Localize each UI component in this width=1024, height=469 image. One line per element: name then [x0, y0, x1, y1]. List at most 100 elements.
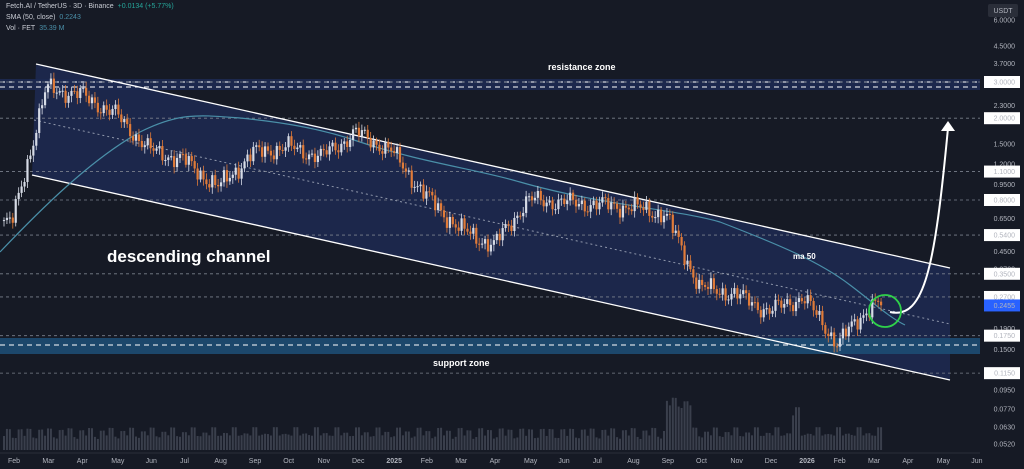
- volume-bar: [337, 427, 340, 450]
- volume-bar: [299, 435, 302, 450]
- volume-bar: [633, 428, 636, 450]
- volume-bar: [654, 428, 657, 450]
- volume-bar: [26, 428, 29, 450]
- time-tick-label: Mar: [42, 458, 55, 465]
- support-zone-band: [0, 338, 980, 354]
- time-tick-label: May: [524, 458, 538, 465]
- candle-body: [874, 299, 877, 301]
- volume-bar: [577, 438, 580, 450]
- volume-bar: [205, 432, 208, 450]
- candle-body: [369, 137, 372, 148]
- candle-body: [838, 338, 842, 347]
- candle-body: [79, 88, 82, 98]
- volume-bar: [528, 429, 531, 450]
- candle-body: [240, 168, 243, 179]
- volume-bar: [369, 436, 372, 450]
- volume-bar: [560, 429, 563, 450]
- candle-body: [131, 136, 135, 141]
- candle-body: [419, 184, 422, 187]
- candle-body: [357, 127, 361, 137]
- volume-bar: [322, 433, 325, 450]
- volume-bar: [736, 427, 739, 450]
- legend-change: +0.0134 (+5.77%): [117, 3, 174, 10]
- candle-body: [316, 155, 319, 163]
- volume-bar: [833, 435, 836, 450]
- time-tick-label: Feb: [834, 458, 846, 465]
- price-tick-label: 0.1750: [994, 333, 1016, 340]
- legend-sma-label: SMA (50, close): [6, 14, 56, 21]
- price-axis[interactable]: 6.0000 4.5000 3.7000 3.0000 2.3000 2.0000 1.50…: [984, 18, 1020, 449]
- candle-body: [117, 104, 120, 115]
- candle-body: [322, 148, 325, 151]
- candle-body: [123, 118, 126, 123]
- volume-bar: [70, 428, 73, 450]
- candle-body: [305, 158, 308, 160]
- volume-bar: [621, 430, 624, 450]
- candle-body: [522, 212, 525, 217]
- volume-bar: [167, 435, 170, 450]
- volume-bar: [715, 427, 718, 450]
- time-tick-label: Jun: [971, 458, 982, 465]
- candle-body: [199, 170, 202, 180]
- volume-bar: [243, 433, 246, 450]
- volume-bar: [463, 435, 466, 450]
- candle-body: [483, 239, 487, 244]
- volume-bar: [604, 429, 607, 450]
- volume-bar: [76, 438, 79, 450]
- candle-body: [454, 224, 457, 228]
- candle-body: [615, 203, 619, 209]
- candle-body: [310, 153, 314, 155]
- volume-bar: [718, 436, 721, 450]
- candle-body: [85, 87, 88, 96]
- price-tick-label: 1.5000: [994, 141, 1016, 148]
- volume-bar: [707, 431, 709, 450]
- volume-bar: [454, 436, 457, 450]
- candle-body: [26, 159, 29, 182]
- volume-bar: [381, 435, 384, 450]
- time-tick-label: Aug: [627, 458, 640, 465]
- candle-body: [709, 278, 713, 289]
- volume-bar: [460, 427, 463, 450]
- candle-body: [445, 217, 449, 228]
- candle-body: [566, 200, 569, 205]
- price-tick-label: 0.0950: [994, 388, 1016, 395]
- channel-upper-line[interactable]: [35, 63, 951, 269]
- volume-bar: [457, 428, 460, 450]
- currency-badge[interactable]: [988, 4, 1018, 17]
- channel-lower-line[interactable]: [31, 174, 951, 381]
- volume-bar: [874, 435, 877, 450]
- candle-body: [187, 156, 190, 165]
- volume-bar: [839, 427, 841, 450]
- candle-body: [654, 217, 657, 219]
- candle-body: [202, 170, 205, 180]
- volume-bar: [44, 435, 47, 450]
- projection-arrow-path: [889, 127, 949, 314]
- volume-bar: [55, 438, 58, 450]
- candle-body: [378, 144, 381, 152]
- volume-bar: [278, 435, 281, 450]
- ma-50-line[interactable]: [0, 115, 906, 326]
- candle-body: [266, 146, 270, 151]
- volume-bar: [120, 431, 123, 450]
- volume-bar: [566, 435, 569, 450]
- candle-body: [363, 129, 366, 131]
- volume-bar: [745, 432, 748, 450]
- candle-body: [712, 278, 715, 290]
- volume-bar: [510, 429, 513, 450]
- candle-body: [193, 161, 196, 169]
- time-tick-label: Feb: [421, 458, 433, 465]
- candle-body: [43, 92, 47, 106]
- candle-body: [17, 192, 20, 200]
- candle-body: [756, 302, 759, 311]
- time-axis[interactable]: Feb Mar Apr May Jun Jul Aug Sep Oct Nov Dec 2025 Feb…: [0, 452, 983, 465]
- candle-body: [381, 151, 384, 154]
- volume-bar: [14, 438, 17, 450]
- volume-bar: [410, 437, 413, 450]
- volume-bar: [308, 435, 311, 450]
- volume-bar: [202, 432, 205, 450]
- candle-body: [865, 313, 868, 316]
- candle-body: [692, 269, 695, 278]
- candle-body: [525, 196, 528, 213]
- volume-bar: [267, 434, 269, 450]
